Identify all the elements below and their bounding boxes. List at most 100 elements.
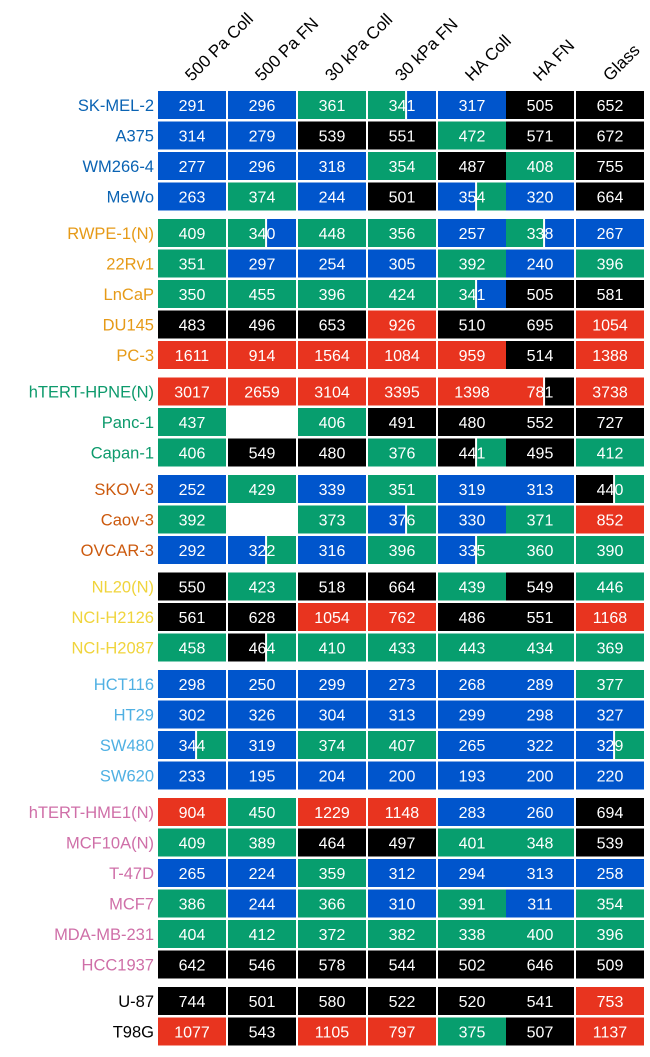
heatmap-cell-left <box>438 182 477 211</box>
heatmap-cell-left <box>228 219 267 247</box>
cell-value: 340 <box>249 226 276 243</box>
heatmap-cell <box>438 761 506 790</box>
heatmap-cell <box>158 859 226 887</box>
heatmap-cell <box>506 408 574 436</box>
cell-value: 3738 <box>592 385 628 402</box>
heatmap-cell <box>506 859 574 887</box>
heatmap-cell <box>438 341 506 369</box>
heatmap-cell <box>576 219 644 247</box>
cell-value: 341 <box>389 98 416 115</box>
cell-value: 694 <box>597 805 624 822</box>
cell-value: 265 <box>459 738 486 755</box>
cell-value: 372 <box>319 927 346 944</box>
heatmap-cell <box>228 950 296 979</box>
row-label: SW620 <box>100 768 154 786</box>
cell-value: 695 <box>527 318 554 335</box>
heatmap-cell <box>576 249 644 278</box>
heatmap-cell <box>368 408 436 436</box>
cell-value: 487 <box>459 159 486 176</box>
heatmap-cell <box>438 987 506 1015</box>
cell-value: 652 <box>597 98 624 115</box>
heatmap-cell <box>576 377 644 406</box>
column-header: HA FN <box>529 36 578 85</box>
cell-value: 291 <box>179 98 206 115</box>
cell-value: 672 <box>597 129 624 146</box>
heatmap-cell <box>298 798 366 826</box>
cell-value: 265 <box>179 866 206 883</box>
heatmap-cell <box>576 536 644 564</box>
cell-value: 289 <box>527 677 554 694</box>
heatmap-cell <box>368 798 436 826</box>
heatmap-cell <box>506 950 574 979</box>
cell-value: 446 <box>597 580 624 597</box>
cell-value: 351 <box>179 257 206 274</box>
cell-value: 959 <box>459 348 486 365</box>
heatmap-cell <box>506 633 574 662</box>
heatmap-cell <box>368 1017 436 1046</box>
cell-value: 580 <box>319 994 346 1011</box>
cell-value: 753 <box>597 994 624 1011</box>
heatmap-cell <box>576 280 644 308</box>
cell-value: 296 <box>249 159 276 176</box>
cell-value: 561 <box>179 610 206 627</box>
cell-value: 1564 <box>314 348 350 365</box>
heatmap-cell <box>228 475 296 503</box>
heatmap-cell <box>506 438 574 467</box>
cell-value: 297 <box>249 257 276 274</box>
row-label: Caov-3 <box>101 512 154 530</box>
cell-value: 369 <box>597 641 624 658</box>
heatmap-cell-right <box>614 731 644 759</box>
cell-value: 299 <box>459 708 486 725</box>
row-label: LnCaP <box>104 286 154 304</box>
cell-value: 373 <box>319 513 346 530</box>
cell-value: 1054 <box>592 318 628 335</box>
cell-value: 727 <box>597 415 624 432</box>
heatmap-cell <box>158 377 226 406</box>
cell-value: 193 <box>459 769 486 786</box>
heatmap-cell <box>158 121 226 150</box>
heatmap-cell <box>298 761 366 790</box>
heatmap-cell <box>158 219 226 247</box>
cell-divider <box>405 505 408 534</box>
cell-value: 2659 <box>244 385 280 402</box>
cell-value: 423 <box>249 580 276 597</box>
cell-value: 510 <box>459 318 486 335</box>
heatmap-cell-right <box>266 536 296 564</box>
heatmap-cell <box>228 152 296 180</box>
cell-value: 233 <box>179 769 206 786</box>
heatmap-cell <box>228 920 296 948</box>
cell-value: 781 <box>527 385 554 402</box>
heatmap-cell <box>368 731 436 759</box>
cell-value: 277 <box>179 159 206 176</box>
heatmap-cell-left <box>368 91 407 119</box>
cell-value: 400 <box>527 927 554 944</box>
heatmap-cell <box>158 700 226 729</box>
cell-value: 437 <box>179 415 206 432</box>
heatmap-cell <box>368 438 436 467</box>
cell-value: 1611 <box>175 348 210 365</box>
cell-value: 497 <box>389 836 416 853</box>
cell-value: 313 <box>527 482 554 499</box>
cell-value: 541 <box>527 994 554 1011</box>
heatmap-cell <box>368 249 436 278</box>
heatmap-cell-right <box>476 438 506 467</box>
heatmap-cell <box>438 219 506 247</box>
cell-value: 350 <box>179 287 206 304</box>
cell-value: 263 <box>179 190 206 207</box>
cell-value: 1105 <box>315 1025 350 1042</box>
heatmap-cell-left <box>506 219 545 247</box>
cell-value: 514 <box>527 348 554 365</box>
heatmap-cell <box>228 1017 296 1046</box>
cell-value: 392 <box>459 257 486 274</box>
heatmap-cell-right <box>196 731 226 759</box>
cell-value: 220 <box>597 769 624 786</box>
heatmap-cell <box>506 536 574 564</box>
cell-value: 434 <box>527 641 554 658</box>
heatmap-cell <box>368 475 436 503</box>
cell-value: 505 <box>527 98 554 115</box>
cell-value: 377 <box>597 677 624 694</box>
cell-value: 439 <box>459 580 486 597</box>
cell-value: 495 <box>527 446 554 463</box>
heatmap-cell <box>158 889 226 918</box>
